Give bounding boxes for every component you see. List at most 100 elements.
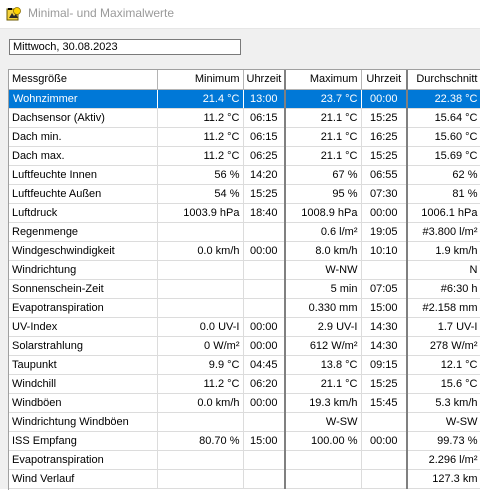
cell-max-time xyxy=(361,412,408,432)
cell-minimum xyxy=(157,279,244,299)
cell-maximum: 0.6 l/m² xyxy=(284,222,362,242)
cell-maximum: 100.00 % xyxy=(284,431,362,451)
cell-name: Windrichtung xyxy=(9,260,158,280)
cell-minimum xyxy=(157,260,244,280)
table-row[interactable]: Luftdruck 1003.9 hPa 18:40 1008.9 hPa 00:00 1… xyxy=(9,203,480,223)
table-row[interactable]: Windrichtung W-NW N xyxy=(9,260,480,280)
cell-min-time xyxy=(243,412,286,432)
table-row[interactable]: UV-Index 0.0 UV-I 00:00 2.9 UV-I 14:30 1.7 UV… xyxy=(9,317,480,337)
table-row[interactable]: Dach min. 11.2 °C 06:15 21.1 °C 16:25 15.60 °… xyxy=(9,127,480,147)
cell-name: Windrichtung Windböen xyxy=(9,412,158,432)
cell-minimum: 11.2 °C xyxy=(157,108,244,128)
cell-name: Wohnzimmer xyxy=(9,89,158,109)
cell-name: Wind Verlauf xyxy=(9,469,158,489)
cell-maximum: 21.1 °C xyxy=(284,374,362,394)
cell-max-time: 00:00 xyxy=(361,89,408,109)
cell-average: #3.800 l/m² xyxy=(406,222,480,242)
cell-maximum: 1008.9 hPa xyxy=(284,203,362,223)
cell-average: 15.64 °C xyxy=(406,108,480,128)
cell-name: Luftdruck xyxy=(9,203,158,223)
table-row[interactable]: Windgeschwindigkeit 0.0 km/h 00:00 8.0 km/h… xyxy=(9,241,480,261)
cell-minimum: 11.2 °C xyxy=(157,127,244,147)
cell-maximum: 19.3 km/h xyxy=(284,393,362,413)
cell-maximum xyxy=(284,450,362,470)
title-bar[interactable]: Minimal- und Maximalwerte xyxy=(0,0,480,29)
cell-name: Evapotranspiration xyxy=(9,298,158,318)
cell-name: UV-Index xyxy=(9,317,158,337)
cell-name: Windchill xyxy=(9,374,158,394)
cell-min-time xyxy=(243,260,286,280)
column-header-average[interactable]: Durchschnitt xyxy=(406,70,480,90)
table-row[interactable]: Solarstrahlung 0 W/m² 00:00 612 W/m² 14:30 27… xyxy=(9,336,480,356)
cell-min-time: 14:20 xyxy=(243,165,286,185)
cell-max-time: 19:05 xyxy=(361,222,408,242)
cell-max-time: 09:15 xyxy=(361,355,408,375)
table-row[interactable]: ISS Empfang 80.70 % 15:00 100.00 % 00:00 99.7… xyxy=(9,431,480,451)
table-row[interactable]: Windböen 0.0 km/h 00:00 19.3 km/h 15:45 5.3 k… xyxy=(9,393,480,413)
cell-average: 127.3 km xyxy=(406,469,480,489)
cell-minimum: 11.2 °C xyxy=(157,146,244,166)
cell-minimum: 0 W/m² xyxy=(157,336,244,356)
table-row[interactable]: Regenmenge 0.6 l/m² 19:05 #3.800 l/m² xyxy=(9,222,480,242)
cell-average: W-SW xyxy=(406,412,480,432)
cell-name: Windböen xyxy=(9,393,158,413)
cell-min-time: 15:00 xyxy=(243,431,286,451)
table-row[interactable]: Dachsensor (Aktiv) 11.2 °C 06:15 21.1 °C 15:… xyxy=(9,108,480,128)
cell-minimum: 0.0 UV-I xyxy=(157,317,244,337)
column-header-name[interactable]: Messgröße xyxy=(9,70,158,90)
table-row[interactable]: Sonnenschein-Zeit 5 min 07:05 #6:30 h xyxy=(9,279,480,299)
cell-name: Sonnenschein-Zeit xyxy=(9,279,158,299)
cell-max-time: 07:05 xyxy=(361,279,408,299)
column-header-min-time[interactable]: Uhrzeit xyxy=(243,70,286,90)
cell-name: Dach min. xyxy=(9,127,158,147)
cell-name: Evapotranspiration xyxy=(9,450,158,470)
values-grid[interactable]: Messgröße Minimum Uhrzeit Maximum Uhrzei… xyxy=(8,69,480,490)
cell-average: 62 % xyxy=(406,165,480,185)
cell-minimum xyxy=(157,469,244,489)
cell-name: Dach max. xyxy=(9,146,158,166)
table-row[interactable]: Dach max. 11.2 °C 06:25 21.1 °C 15:25 15.69 °… xyxy=(9,146,480,166)
cell-average: 278 W/m² xyxy=(406,336,480,356)
cell-max-time: 15:00 xyxy=(361,298,408,318)
cell-maximum: 13.8 °C xyxy=(284,355,362,375)
cell-min-time: 00:00 xyxy=(243,241,286,261)
cell-name: ISS Empfang xyxy=(9,431,158,451)
cell-minimum xyxy=(157,412,244,432)
cell-average: 15.60 °C xyxy=(406,127,480,147)
cell-maximum: 95 % xyxy=(284,184,362,204)
cell-average: 15.6 °C xyxy=(406,374,480,394)
cell-average: 1.7 UV-I xyxy=(406,317,480,337)
window-title: Minimal- und Maximalwerte xyxy=(28,6,175,20)
table-row[interactable]: Windrichtung Windböen W-SW W-SW xyxy=(9,412,480,432)
table-row[interactable]: Luftfeuchte Innen 56 % 14:20 67 % 06:55 62 % xyxy=(9,165,480,185)
table-row[interactable]: Evapotranspiration 0.330 mm 15:00 #2.158 mm xyxy=(9,298,480,318)
table-row[interactable]: Windchill 11.2 °C 06:20 21.1 °C 15:25 15.6 °C xyxy=(9,374,480,394)
table-row[interactable]: Wohnzimmer 21.4 °C 13:00 23.7 °C 00:00 22.38 … xyxy=(9,89,480,109)
cell-min-time xyxy=(243,279,286,299)
cell-minimum: 21.4 °C xyxy=(157,89,244,109)
cell-maximum: 21.1 °C xyxy=(284,108,362,128)
column-header-max-time[interactable]: Uhrzeit xyxy=(361,70,408,90)
cell-name: Regenmenge xyxy=(9,222,158,242)
cell-average: 1006.1 hPa xyxy=(406,203,480,223)
cell-maximum: 2.9 UV-I xyxy=(284,317,362,337)
column-header-minimum[interactable]: Minimum xyxy=(157,70,244,90)
cell-average: #2.158 mm xyxy=(406,298,480,318)
cell-min-time: 13:00 xyxy=(243,89,286,109)
cell-maximum: 8.0 km/h xyxy=(284,241,362,261)
cell-average: 99.73 % xyxy=(406,431,480,451)
cell-min-time: 18:40 xyxy=(243,203,286,223)
table-row[interactable]: Evapotranspiration 2.296 l/m² xyxy=(9,450,480,470)
date-field[interactable]: Mittwoch, 30.08.2023 xyxy=(9,39,241,55)
table-row[interactable]: Taupunkt 9.9 °C 04:45 13.8 °C 09:15 12.1 °C xyxy=(9,355,480,375)
cell-max-time: 00:00 xyxy=(361,203,408,223)
cell-maximum: 21.1 °C xyxy=(284,127,362,147)
table-row[interactable]: Luftfeuchte Außen 54 % 15:25 95 % 07:30 81 % xyxy=(9,184,480,204)
table-row[interactable]: Wind Verlauf 127.3 km xyxy=(9,469,480,489)
cell-minimum xyxy=(157,222,244,242)
column-header-maximum[interactable]: Maximum xyxy=(284,70,362,90)
cell-average: 2.296 l/m² xyxy=(406,450,480,470)
cell-min-time: 00:00 xyxy=(243,393,286,413)
cell-max-time xyxy=(361,260,408,280)
cell-max-time: 14:30 xyxy=(361,336,408,356)
